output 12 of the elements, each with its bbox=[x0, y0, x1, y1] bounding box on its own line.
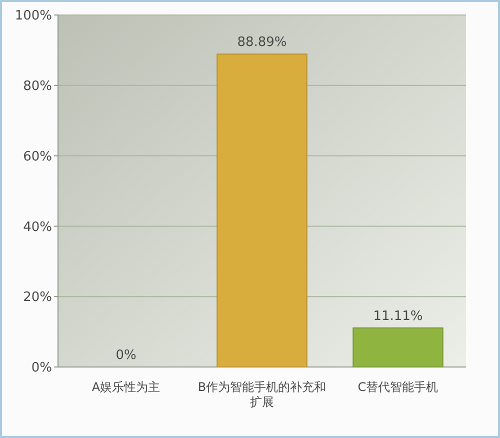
x-tick-label: C替代智能手机 bbox=[358, 380, 438, 394]
data-label: 0% bbox=[116, 348, 136, 363]
y-tick-label: 100% bbox=[14, 8, 52, 24]
y-tick-label: 0% bbox=[31, 360, 52, 376]
data-label: 11.11% bbox=[373, 308, 423, 324]
x-tick-label: A娱乐性为主 bbox=[92, 380, 160, 394]
x-tick-label: B作为智能手机的补充和扩展 bbox=[198, 380, 326, 409]
y-tick-label: 60% bbox=[23, 149, 52, 164]
y-tick-label: 80% bbox=[23, 78, 52, 94]
data-label: 88.89% bbox=[237, 35, 287, 50]
y-tick-label: 40% bbox=[23, 220, 52, 235]
y-tick-label: 20% bbox=[23, 290, 52, 306]
